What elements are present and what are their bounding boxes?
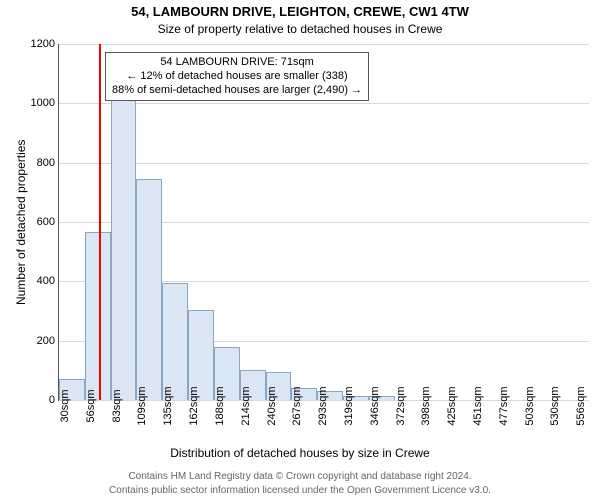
annotation-line: 54 LAMBOURN DRIVE: 71sqm	[112, 56, 362, 70]
x-tick-label: 451sqm	[472, 386, 484, 425]
x-axis-label: Distribution of detached houses by size …	[0, 446, 600, 460]
x-tick-label: 162sqm	[188, 386, 200, 425]
x-tick-label: 425sqm	[446, 386, 458, 425]
x-tick-label: 346sqm	[369, 386, 381, 425]
x-tick-label: 135sqm	[162, 386, 174, 425]
chart-subtitle: Size of property relative to detached ho…	[0, 22, 600, 36]
histogram-bar	[111, 89, 137, 401]
y-tick-label: 0	[49, 394, 55, 406]
y-axis-label: Number of detached properties	[14, 139, 28, 304]
x-tick-label: 293sqm	[317, 386, 329, 425]
x-tick-label: 30sqm	[59, 389, 71, 422]
x-tick-label: 319sqm	[343, 386, 355, 425]
x-tick-label: 267sqm	[291, 386, 303, 425]
annotation-line: 88% of semi-detached houses are larger (…	[112, 84, 362, 98]
y-tick-label: 1000	[31, 97, 55, 109]
x-tick-label: 188sqm	[214, 386, 226, 425]
histogram-bar	[136, 179, 162, 400]
gridline	[59, 44, 589, 45]
histogram-bar	[162, 283, 188, 400]
property-marker-line	[99, 44, 101, 400]
x-tick-label: 477sqm	[498, 386, 510, 425]
x-tick-label: 214sqm	[240, 386, 252, 425]
x-tick-label: 503sqm	[524, 386, 536, 425]
y-tick-label: 600	[37, 216, 55, 228]
annotation-line: ← 12% of detached houses are smaller (33…	[112, 70, 362, 84]
x-tick-label: 398sqm	[420, 386, 432, 425]
x-tick-label: 556sqm	[575, 386, 587, 425]
x-tick-label: 530sqm	[549, 386, 561, 425]
footer-line: Contains public sector information licen…	[0, 485, 600, 496]
gridline	[59, 163, 589, 164]
plot-area: 02004006008001000120030sqm56sqm83sqm109s…	[58, 44, 589, 401]
x-tick-label: 83sqm	[111, 389, 123, 422]
x-tick-label: 109sqm	[136, 386, 148, 425]
x-tick-label: 56sqm	[85, 389, 97, 422]
x-tick-label: 240sqm	[266, 386, 278, 425]
footer-line: Contains HM Land Registry data © Crown c…	[0, 471, 600, 482]
chart-title: 54, LAMBOURN DRIVE, LEIGHTON, CREWE, CW1…	[0, 4, 600, 19]
x-tick-label: 372sqm	[395, 386, 407, 425]
y-tick-label: 1200	[31, 38, 55, 50]
property-size-histogram: 54, LAMBOURN DRIVE, LEIGHTON, CREWE, CW1…	[0, 0, 600, 500]
histogram-bar	[85, 232, 111, 400]
y-tick-label: 400	[37, 275, 55, 287]
y-tick-label: 200	[37, 335, 55, 347]
y-tick-label: 800	[37, 157, 55, 169]
annotation-box: 54 LAMBOURN DRIVE: 71sqm ← 12% of detach…	[105, 52, 369, 101]
gridline	[59, 103, 589, 104]
